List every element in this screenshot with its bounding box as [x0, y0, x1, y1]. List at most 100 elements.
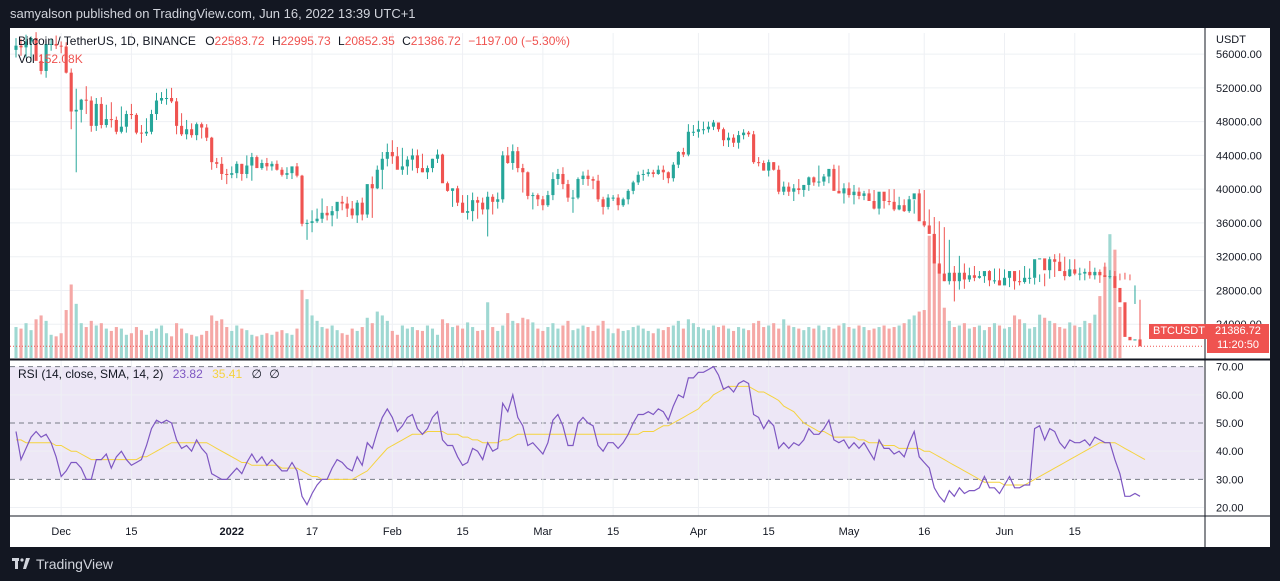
candle-body	[757, 162, 761, 164]
candle-body	[325, 212, 329, 216]
candle-body	[89, 100, 93, 126]
volume-bar	[440, 319, 445, 358]
chart-panel[interactable]: 56000.00 52000.00 48000.00 44000.00 40000.00…	[10, 28, 1270, 547]
candle-body	[14, 45, 18, 50]
volume-bar	[827, 327, 831, 358]
candle-body	[782, 186, 786, 192]
candle-body	[797, 188, 801, 191]
volume-bar	[581, 325, 585, 358]
volume-bar	[456, 325, 460, 358]
volume-bar	[1063, 328, 1067, 358]
candle-body	[877, 191, 881, 209]
volume-bar	[747, 330, 751, 358]
volume-bar	[481, 330, 485, 358]
volume-bar	[295, 328, 299, 358]
chart-svg[interactable]: 56000.00 52000.00 48000.00 44000.00 40000.00…	[10, 28, 1270, 547]
candle-body	[69, 72, 73, 112]
candle-body	[616, 197, 620, 206]
volume-bar	[54, 336, 58, 358]
candle-body	[506, 155, 510, 163]
candle-body	[1007, 271, 1012, 278]
volume-bar	[621, 330, 625, 358]
volume-bar	[149, 330, 154, 358]
volume-bar	[144, 334, 149, 358]
candle-body	[842, 188, 846, 194]
candle-body	[822, 176, 826, 182]
candle-body	[541, 199, 545, 206]
volume-bar	[802, 330, 806, 358]
candle-body	[897, 205, 901, 210]
candle-body	[260, 163, 264, 169]
candle-body	[445, 183, 450, 191]
candle-body	[350, 208, 354, 216]
candle-body	[39, 60, 43, 71]
candle-body	[79, 99, 83, 110]
candle-body	[591, 179, 595, 181]
candle-body	[54, 43, 58, 46]
volume-bar	[260, 334, 264, 358]
candle-body	[852, 191, 856, 196]
volume-bar	[415, 330, 419, 358]
volume-bar	[200, 334, 204, 358]
volume-bar	[701, 328, 706, 358]
candle-body	[275, 163, 279, 170]
volume-bar	[420, 330, 425, 358]
volume-bar	[852, 328, 856, 358]
candle-body	[395, 156, 399, 170]
volume-label: Vol	[18, 52, 35, 66]
volume-bar	[531, 322, 535, 358]
candle-body	[807, 177, 811, 185]
symbol-label[interactable]: Bitcoin / TetherUS, 1D, BINANCE	[18, 34, 196, 48]
last-price-badge: 21386.72	[1207, 324, 1269, 339]
candle-body	[1078, 273, 1082, 275]
volume-bar	[611, 333, 615, 358]
candle-body	[691, 131, 695, 133]
rsi-label[interactable]: RSI (14, close, SMA, 14, 2)	[18, 367, 164, 381]
rsi-tick-label: 50.00	[1216, 418, 1244, 430]
volume-bar	[280, 330, 284, 358]
volume-bar	[636, 325, 640, 358]
volume-bar	[952, 327, 956, 358]
volume-bar	[340, 333, 344, 358]
volume-bar	[521, 317, 525, 358]
candle-body	[917, 193, 921, 222]
candle-body	[1038, 258, 1042, 260]
volume-bar	[892, 327, 896, 358]
rsi-sma-value: 35.41	[212, 367, 243, 381]
tradingview-logo[interactable]: TradingView	[12, 556, 113, 572]
volume-bar	[1103, 266, 1107, 358]
candle-body	[190, 129, 194, 136]
volume-bar	[536, 328, 540, 358]
time-tick-label: 2022	[220, 526, 244, 538]
candle-body	[496, 199, 500, 202]
candle-body	[516, 151, 520, 169]
candle-body	[29, 38, 33, 42]
volume-bar	[772, 323, 776, 358]
volume-bar	[742, 328, 746, 358]
volume-bars	[14, 234, 1122, 358]
candle-body	[631, 182, 635, 191]
volume-bar	[220, 319, 224, 358]
volume-bar	[962, 323, 966, 358]
volume-bar	[491, 327, 495, 358]
volume-bar	[626, 330, 630, 358]
candle-body	[1018, 281, 1022, 283]
candle-body	[536, 195, 540, 200]
candle-body	[74, 109, 78, 112]
volume-bar	[205, 330, 209, 358]
candle-body	[501, 155, 505, 200]
volume-bar	[997, 325, 1002, 358]
volume-bar	[405, 328, 409, 358]
volume-bar	[335, 330, 339, 358]
empty-set-icon: ∅	[251, 367, 262, 381]
volume-bar	[792, 327, 796, 358]
candle-body	[310, 221, 314, 223]
candle-body	[450, 188, 455, 191]
volume-bar	[812, 328, 816, 358]
volume-bar	[1007, 327, 1012, 358]
rsi-tick-label: 60.00	[1216, 390, 1244, 402]
ticker-badge: BTCUSDT	[1149, 324, 1209, 339]
candle-body	[370, 184, 374, 189]
candle-body	[977, 276, 981, 278]
candle-body	[721, 129, 726, 141]
